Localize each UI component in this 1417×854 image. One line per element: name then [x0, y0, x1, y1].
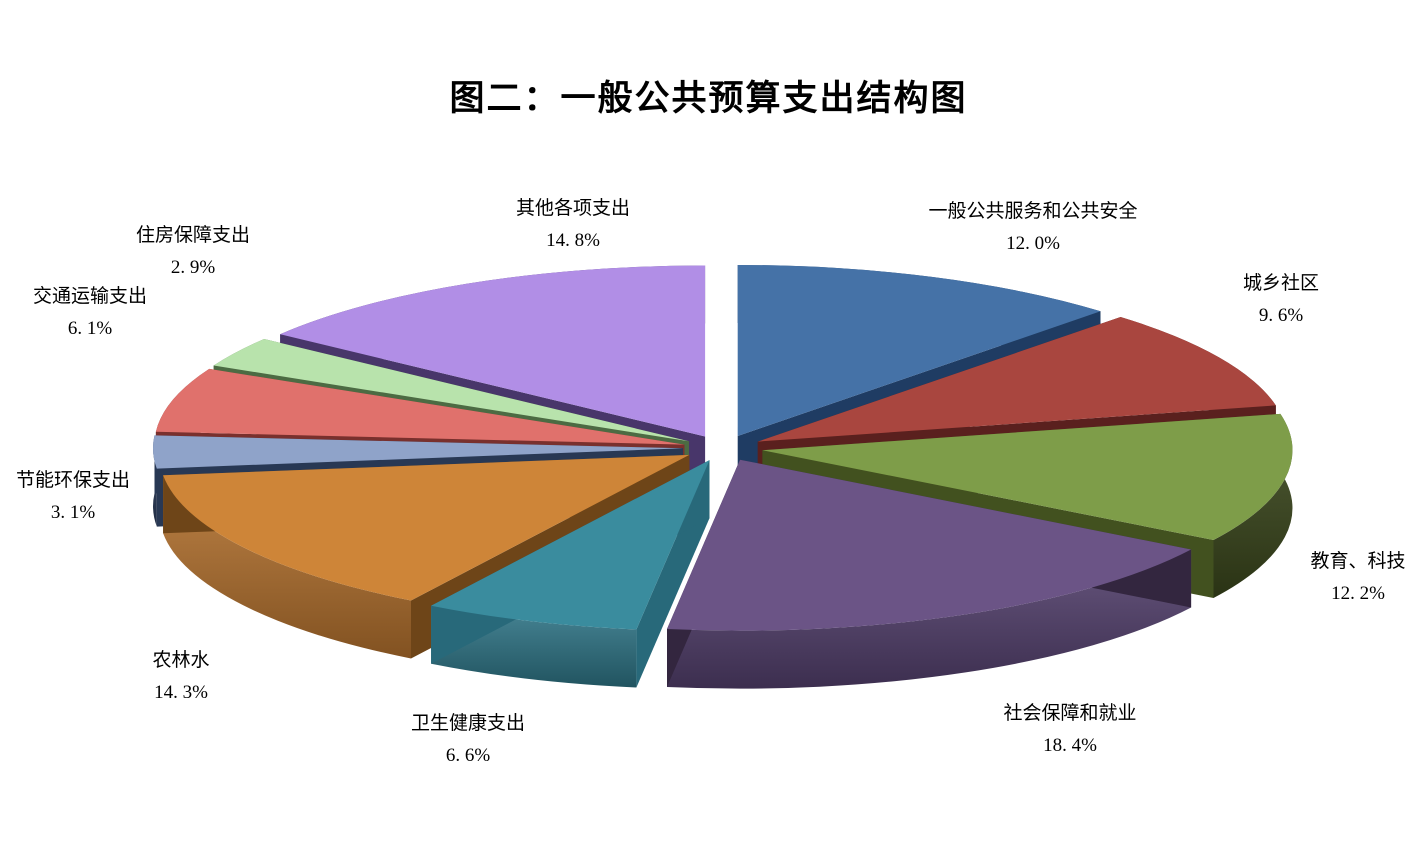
pie-slice-3-rim-wall	[1213, 413, 1293, 598]
slice-label-8: 交通运输支出 6. 1%	[33, 281, 147, 345]
slice-label-1: 一般公共服务和公共安全 12. 0%	[928, 196, 1137, 260]
pie-slice-5-top	[431, 460, 710, 630]
slice-label-6-name: 农林水	[152, 650, 210, 671]
pie-slice-9-top	[213, 339, 689, 442]
pie-slice-6-rim-wall	[163, 475, 411, 659]
slice-label-2-name: 城乡社区	[1242, 273, 1320, 294]
chart-title: 图二：一般公共预算支出结构图	[449, 79, 968, 118]
slice-label-3: 教育、科技 12. 2%	[1310, 546, 1405, 610]
slice-label-7-name: 节能环保支出	[15, 470, 131, 491]
slice-label-8-percent: 6. 1%	[67, 318, 113, 339]
slice-label-9: 住房保障支出 2. 9%	[136, 220, 250, 284]
slice-label-7-percent: 3. 1%	[50, 502, 96, 523]
pie-slice-5	[431, 460, 710, 688]
slice-label-5-name: 卫生健康支出	[410, 713, 526, 734]
slice-label-10-percent: 14. 8%	[546, 230, 600, 251]
slice-label-10: 其他各项支出 14. 8%	[516, 193, 630, 257]
slice-label-6-percent: 14. 3%	[154, 682, 208, 703]
slice-label-7: 节能环保支出 3. 1%	[16, 465, 130, 529]
slice-label-5: 卫生健康支出 6. 6%	[411, 708, 525, 772]
pie-slice-4	[667, 459, 1192, 689]
slice-label-6: 农林水 14. 3%	[152, 645, 209, 709]
pie-slice-4-rim-wall	[667, 549, 1192, 689]
pie-slice-10-top	[280, 265, 706, 437]
pie-slice-3-top	[762, 413, 1293, 540]
slice-label-3-percent: 12. 2%	[1331, 583, 1385, 604]
slice-label-2-percent: 9. 6%	[1258, 305, 1304, 326]
pie-slice-8-top	[155, 368, 685, 445]
pie-slice-7-top	[153, 435, 684, 469]
slice-label-2: 城乡社区 9. 6%	[1243, 268, 1319, 332]
pie-slice-1-top	[737, 265, 1101, 436]
slice-label-9-percent: 2. 9%	[170, 257, 216, 278]
slice-label-3-name: 教育、科技	[1310, 551, 1406, 572]
slice-label-4: 社会保障和就业 18. 4%	[1003, 698, 1136, 762]
slice-label-8-name: 交通运输支出	[32, 286, 148, 307]
slice-label-4-name: 社会保障和就业	[1003, 703, 1137, 724]
slice-label-1-percent: 12. 0%	[1006, 233, 1060, 254]
pie-slice-6-top	[163, 454, 690, 601]
slice-label-9-name: 住房保障支出	[135, 225, 251, 246]
slice-label-4-percent: 18. 4%	[1043, 735, 1097, 756]
pie-slice-4-top	[667, 459, 1192, 631]
pie-slice-2-top	[757, 317, 1276, 442]
slice-label-5-percent: 6. 6%	[445, 745, 491, 766]
slice-label-1-name: 一般公共服务和公共安全	[928, 201, 1138, 222]
slice-label-10-name: 其他各项支出	[515, 198, 631, 219]
